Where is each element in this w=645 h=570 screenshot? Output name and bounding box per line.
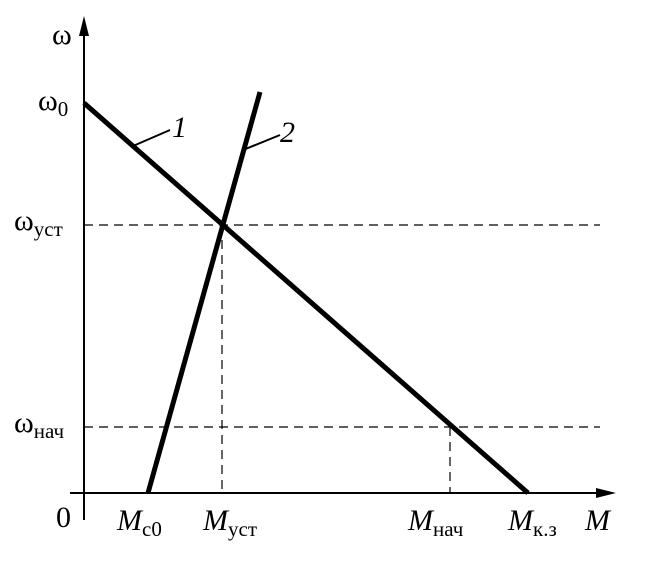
symbol: ω (38, 84, 58, 117)
curve-1 (82, 101, 530, 495)
symbol: M (202, 504, 230, 537)
symbol: M (407, 504, 435, 537)
subscript: к.з (533, 517, 557, 541)
curves (82, 91, 530, 495)
guides (84, 224, 600, 493)
symbol: ω (14, 406, 34, 439)
x-mark: Mк.з (507, 504, 557, 541)
x-mark: Mуст (202, 504, 257, 541)
y-arrow (79, 16, 89, 36)
y-axis-label: ω (52, 18, 72, 51)
y-mark: ωуст (14, 204, 63, 241)
leader-1 (132, 129, 171, 147)
subscript: 0 (58, 97, 69, 121)
subscript: с0 (142, 517, 162, 541)
curve-label: 2 (280, 116, 295, 149)
subscript: уст (34, 217, 63, 241)
symbol: M (507, 504, 535, 537)
curve-2 (145, 91, 263, 494)
y-mark: ωнач (14, 406, 64, 443)
symbol: M (116, 504, 144, 537)
origin-label: 0 (56, 501, 71, 534)
axes (70, 16, 616, 520)
subscript: нач (433, 517, 464, 541)
y-mark: ω0 (38, 84, 68, 121)
symbol: ω (14, 204, 34, 237)
x-axis-label: M (584, 504, 612, 537)
subscript: нач (34, 419, 65, 443)
subscript: уст (228, 517, 257, 541)
leader-2 (242, 134, 281, 151)
x-arrow (596, 488, 616, 498)
x-mark: Mнач (407, 504, 464, 541)
curve-label: 1 (172, 111, 187, 144)
x-mark: Mс0 (116, 504, 162, 541)
